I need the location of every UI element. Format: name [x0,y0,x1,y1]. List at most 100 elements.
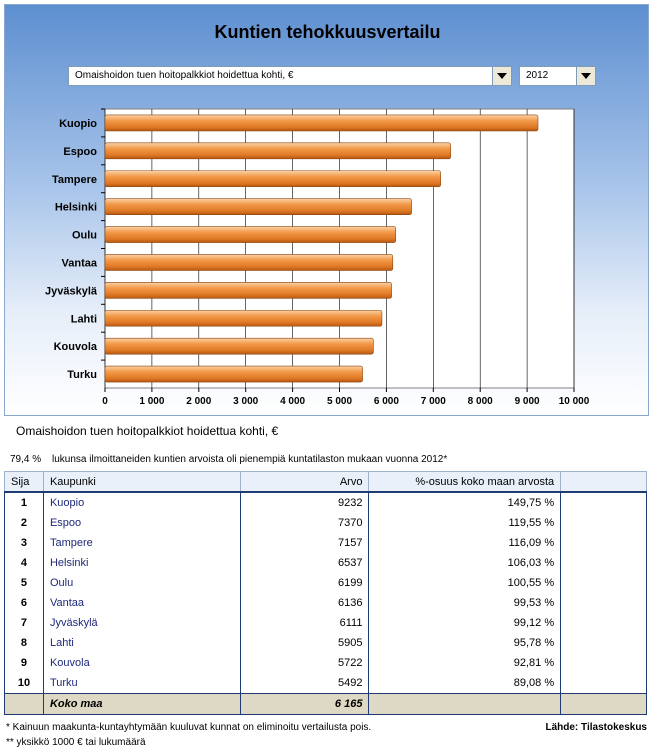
row-value: 6111 [239,613,369,633]
row-rank: 1 [4,492,44,513]
row-rank: 7 [4,613,44,633]
row-empty [560,653,647,673]
x-tick-label: 3 000 [233,396,258,407]
year-select[interactable]: 2012 [519,66,596,86]
row-share: 99,53 % [368,593,561,613]
footnote-1: * Kainuun maakunta-kuntayhtymään kuuluva… [6,722,372,733]
row-share: 100,55 % [368,573,561,593]
total-value: 6 165 [239,693,369,715]
table-header-row: Sija Kaupunki Arvo %-osuus koko maan arv… [4,471,647,493]
y-tick-label: Tampere [52,174,97,186]
row-value: 5492 [239,673,369,694]
y-tick-label: Kuopio [59,118,97,130]
row-city: Vantaa [42,593,241,613]
row-city: Jyväskylä [42,613,241,633]
row-rank: 4 [4,553,44,573]
bar-chart: 0 1 000 2 000 3 000 4 000 5 000 6 000 7 000 8 00… [45,108,590,407]
page-title: Kuntien tehokkuusvertailu [214,22,441,42]
row-city: Helsinki [42,553,241,573]
bar-jyväskylä [104,282,392,299]
row-share: 106,03 % [368,553,561,573]
row-share: 99,12 % [368,613,561,633]
row-empty [560,553,647,573]
x-tick-label: 4 000 [280,396,305,407]
total-row: Koko maa 6 165 [4,693,647,715]
row-city: Kouvola [42,653,241,673]
row-rank: 6 [4,593,44,613]
summary-percent: 79,4 % [10,454,42,465]
row-empty [560,613,647,633]
bar-vantaa [104,254,394,271]
bar-oulu [104,226,397,243]
table-row: 7 Jyväskylä 6111 99,12 % [4,613,647,633]
row-empty [560,593,647,613]
row-rank: 2 [4,513,44,533]
bar-turku [104,365,363,383]
row-share: 89,08 % [368,673,561,694]
row-value: 5905 [239,633,369,653]
row-share: 119,55 % [368,513,561,533]
x-tick-label: 10 000 [559,396,590,407]
table-row: 3 Tampere 7157 116,09 % [4,533,647,553]
x-tick-label: 7 000 [421,396,446,407]
y-tick-label: Vantaa [62,257,98,269]
table-row: 10 Turku 5492 89,08 % [4,673,647,694]
source-label: Lähde: Tilastokeskus [545,722,647,733]
row-empty [560,513,647,533]
bar-helsinki [104,198,412,215]
row-rank: 10 [4,673,44,694]
row-share: 116,09 % [368,533,561,553]
bar-lahti [104,309,383,327]
x-tick-label: 2 000 [186,396,211,407]
total-rank [4,693,44,715]
x-tick-label: 8 000 [468,396,493,407]
measure-select[interactable]: Omaishoidon tuen hoitopalkkiot hoidettua… [68,66,512,86]
row-value: 6537 [239,553,369,573]
row-city: Tampere [42,533,241,553]
table-row: 6 Vantaa 6136 99,53 % [4,593,647,613]
y-tick-label: Lahti [71,313,97,325]
row-value: 9232 [239,492,369,513]
table-row: 8 Lahti 5905 95,78 % [4,633,647,653]
bar-kuopio [104,114,539,132]
header-share: %-osuus koko maan arvosta [368,471,562,493]
y-tick-label: Helsinki [55,202,97,214]
total-empty [560,693,647,715]
row-value: 5722 [239,653,369,673]
table-row: 2 Espoo 7370 119,55 % [4,513,647,533]
bar-kouvola [104,337,374,355]
header-rank: Sija [4,471,44,493]
row-empty [560,633,647,653]
row-rank: 3 [4,533,44,553]
row-value: 6199 [239,573,369,593]
year-select-value: 2012 [526,70,549,81]
y-tick-label: Oulu [72,230,97,242]
row-empty [560,533,647,553]
row-value: 7370 [239,513,369,533]
row-city: Turku [42,673,241,694]
summary-text: lukunsa ilmoittaneiden kuntien arvoista … [52,454,448,465]
row-value: 6136 [239,593,369,613]
y-tick-label: Turku [67,369,97,381]
chevron-down-icon[interactable] [492,67,511,85]
header-extra [560,471,647,493]
row-city: Kuopio [42,492,241,513]
y-tick-label: Jyväskylä [45,285,98,297]
row-rank: 8 [4,633,44,653]
table-row: 4 Helsinki 6537 106,03 % [4,553,647,573]
ranking-table: Sija Kaupunki Arvo %-osuus koko maan arv… [4,471,647,715]
total-label: Koko maa [42,693,241,715]
chevron-down-icon[interactable] [576,67,595,85]
table-row: 9 Kouvola 5722 92,81 % [4,653,647,673]
summary-note: 79,4 % lukunsa ilmoittaneiden kuntien arv… [10,454,447,465]
measure-select-value: Omaishoidon tuen hoitopalkkiot hoidettua… [75,70,294,81]
x-tick-label: 0 [102,396,108,407]
row-rank: 9 [4,653,44,673]
y-tick-label: Espoo [63,146,97,158]
x-tick-label: 6 000 [374,396,399,407]
header-value: Arvo [239,471,370,493]
row-empty [560,673,647,694]
row-city: Oulu [42,573,241,593]
bar-tampere [104,170,441,188]
total-share [368,693,561,715]
